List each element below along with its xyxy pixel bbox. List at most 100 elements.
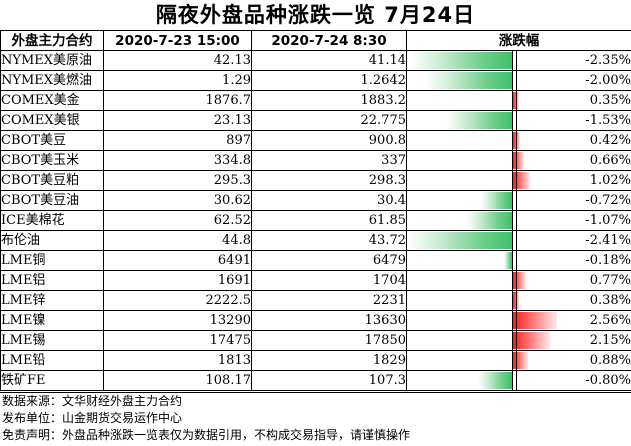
negative-change-bar xyxy=(504,252,512,269)
zero-axis xyxy=(512,71,513,90)
change-bar-cell xyxy=(407,231,517,251)
positive-change-bar-ext xyxy=(517,152,524,169)
change-percent-text: 2.15% xyxy=(590,333,631,348)
header-change: 涨跌幅 xyxy=(407,31,631,51)
header-contract: 外盘主力合约 xyxy=(1,31,104,51)
change-bar-cell xyxy=(407,211,517,231)
change-bar-cell xyxy=(407,111,517,131)
positive-change-bar-ext xyxy=(517,132,520,149)
curr-price: 17850 xyxy=(252,331,407,351)
prev-price: 17475 xyxy=(104,331,252,351)
change-percent-text: 0.88% xyxy=(590,353,631,368)
prev-price: 44.8 xyxy=(104,231,252,251)
prev-price: 13290 xyxy=(104,311,252,331)
change-percent: 0.38% xyxy=(517,291,631,311)
curr-price: 298.3 xyxy=(252,171,407,191)
change-bar-cell xyxy=(407,71,517,91)
curr-price: 1829 xyxy=(252,351,407,371)
contract-name: LME锡 xyxy=(1,331,104,351)
prev-price: 295.3 xyxy=(104,171,252,191)
negative-change-bar xyxy=(411,52,512,69)
positive-change-bar-ext xyxy=(517,312,557,329)
change-percent: -0.18% xyxy=(517,251,631,271)
negative-change-bar xyxy=(466,212,512,229)
change-percent-text: 1.02% xyxy=(590,173,631,188)
zero-axis xyxy=(512,191,513,210)
zero-axis xyxy=(512,251,513,270)
change-bar-cell xyxy=(407,191,517,211)
change-bar-cell xyxy=(407,131,517,151)
footer-publisher: 发布单位：山金期货交易运作中心 xyxy=(0,410,631,427)
contract-name: LME铅 xyxy=(1,351,104,371)
curr-price: 107.3 xyxy=(252,371,407,391)
prev-price: 23.13 xyxy=(104,111,252,131)
contract-name: CBOT美豆油 xyxy=(1,191,104,211)
curr-price: 337 xyxy=(252,151,407,171)
change-percent: 1.02% xyxy=(517,171,631,191)
change-percent: 2.56% xyxy=(517,311,631,331)
change-bar-cell xyxy=(407,51,517,71)
contract-name: ICE美棉花 xyxy=(1,211,104,231)
negative-change-bar xyxy=(408,232,512,249)
negative-change-bar xyxy=(478,372,512,389)
contract-name: COMEX美银 xyxy=(1,111,104,131)
change-bar-cell xyxy=(407,251,517,271)
change-percent-text: 2.56% xyxy=(590,313,631,328)
prev-price: 2222.5 xyxy=(104,291,252,311)
header-curr-time: 2020-7-24 8:30 xyxy=(252,31,407,51)
zero-axis xyxy=(512,371,513,390)
change-percent: -2.35% xyxy=(517,51,631,71)
positive-change-bar-ext xyxy=(517,332,550,349)
footer-disclaimer: 免责声明：外盘品种涨跌一览表仅为数据引用，不构成交易指导，请谨慎操作 xyxy=(0,427,631,444)
curr-price: 41.14 xyxy=(252,51,407,71)
change-bar-cell xyxy=(407,351,517,371)
positive-change-bar-ext xyxy=(517,272,526,289)
positive-change-bar-ext xyxy=(517,172,530,189)
prev-price: 62.52 xyxy=(104,211,252,231)
change-percent-text: 0.66% xyxy=(590,153,631,168)
curr-price: 1883.2 xyxy=(252,91,407,111)
change-bar-cell xyxy=(407,291,517,311)
zero-axis xyxy=(512,231,513,250)
change-percent: 0.77% xyxy=(517,271,631,291)
change-percent: 0.66% xyxy=(517,151,631,171)
contract-name: CBOT美豆 xyxy=(1,131,104,151)
change-percent-text: 0.38% xyxy=(590,293,631,308)
contract-name: LME铜 xyxy=(1,251,104,271)
prev-price: 6491 xyxy=(104,251,252,271)
curr-price: 43.72 xyxy=(252,231,407,251)
positive-change-bar-ext xyxy=(517,92,519,109)
prev-price: 1876.7 xyxy=(104,91,252,111)
change-percent: -2.41% xyxy=(517,231,631,251)
change-percent: -0.80% xyxy=(517,371,631,391)
negative-change-bar xyxy=(481,192,512,209)
prev-price: 1813 xyxy=(104,351,252,371)
change-bar-cell xyxy=(407,271,517,291)
change-percent: -1.07% xyxy=(517,211,631,231)
footer-source: 数据来源：文华财经外盘主力合约 xyxy=(0,393,631,410)
zero-axis xyxy=(512,211,513,230)
change-percent-text: 0.42% xyxy=(590,133,631,148)
change-bar-cell xyxy=(407,91,517,111)
change-percent: -1.53% xyxy=(517,111,631,131)
change-percent: 2.15% xyxy=(517,331,631,351)
report-title: 隔夜外盘品种涨跌一览 7月24日 xyxy=(0,0,631,30)
change-bar-cell xyxy=(407,311,517,331)
change-percent: -2.00% xyxy=(517,71,631,91)
price-change-table: 外盘主力合约 2020-7-23 15:00 2020-7-24 8:30 涨跌… xyxy=(0,30,631,391)
change-percent: 0.42% xyxy=(517,131,631,151)
curr-price: 6479 xyxy=(252,251,407,271)
contract-name: LME铝 xyxy=(1,271,104,291)
negative-change-bar xyxy=(426,72,512,89)
change-percent: -0.72% xyxy=(517,191,631,211)
